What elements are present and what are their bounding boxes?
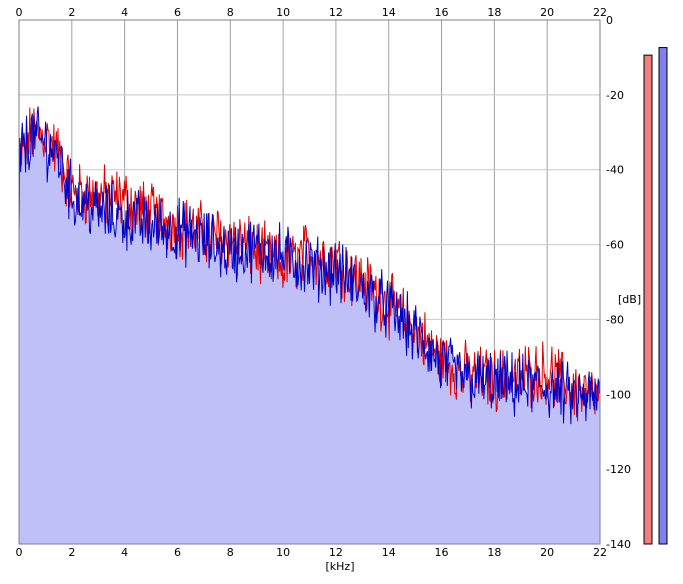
x-tick-label-top: 8 xyxy=(227,6,234,19)
level-meters xyxy=(643,47,668,545)
y-axis-label: [dB] xyxy=(618,293,641,306)
y-tick-label: -20 xyxy=(606,89,624,102)
x-tick-label-top: 0 xyxy=(16,6,23,19)
series-line-blue xyxy=(18,106,601,425)
spectrum-fill xyxy=(19,106,600,544)
y-tick-label: -120 xyxy=(606,463,631,476)
level-meter-blue xyxy=(658,47,668,545)
x-tick-label-bottom: 0 xyxy=(16,546,23,559)
x-tick-label-top: 2 xyxy=(68,6,75,19)
y-tick-label: -100 xyxy=(606,388,631,401)
x-tick-label-bottom: 6 xyxy=(174,546,181,559)
x-tick-label-bottom: 14 xyxy=(382,546,396,559)
series-lines xyxy=(18,106,601,425)
x-tick-label-bottom: 22 xyxy=(593,546,607,559)
x-tick-label-top: 20 xyxy=(540,6,554,19)
y-tick-label: 0 xyxy=(606,14,613,27)
x-tick-label-top: 14 xyxy=(382,6,396,19)
y-tick-label: -60 xyxy=(606,239,624,252)
x-tick-label-bottom: 12 xyxy=(329,546,343,559)
plot-frame xyxy=(18,19,601,545)
x-tick-label-bottom: 2 xyxy=(68,546,75,559)
y-tick-label: -140 xyxy=(606,538,631,551)
y-tick-label: -40 xyxy=(606,164,624,177)
spectrum-fill-area xyxy=(19,106,600,544)
x-tick-label-bottom: 16 xyxy=(435,546,449,559)
x-tick-labels-top: 0 2 4 6 8 10 12 14 16 18 20 22 xyxy=(16,6,608,19)
x-tick-label-top: 10 xyxy=(276,6,290,19)
x-tick-label-top: 16 xyxy=(435,6,449,19)
x-tick-label-bottom: 18 xyxy=(487,546,501,559)
x-tick-label-bottom: 20 xyxy=(540,546,554,559)
level-meter-red xyxy=(643,54,653,545)
x-axis-label: [kHz] xyxy=(326,560,355,573)
x-tick-label-bottom: 10 xyxy=(276,546,290,559)
x-tick-label-top: 6 xyxy=(174,6,181,19)
x-tick-label-top: 18 xyxy=(487,6,501,19)
x-tick-label-bottom: 4 xyxy=(121,546,128,559)
x-tick-label-bottom: 8 xyxy=(227,546,234,559)
x-tick-label-top: 4 xyxy=(121,6,128,19)
x-tick-label-top: 12 xyxy=(329,6,343,19)
x-tick-labels-bottom: 0 2 4 6 8 10 12 14 16 18 20 22 xyxy=(16,546,608,559)
y-tick-label: -80 xyxy=(606,313,624,326)
y-tick-labels: 0 -20 -40 -60 -80 -100 -120 -140 xyxy=(606,14,631,551)
x-tick-label-top: 22 xyxy=(593,6,607,19)
